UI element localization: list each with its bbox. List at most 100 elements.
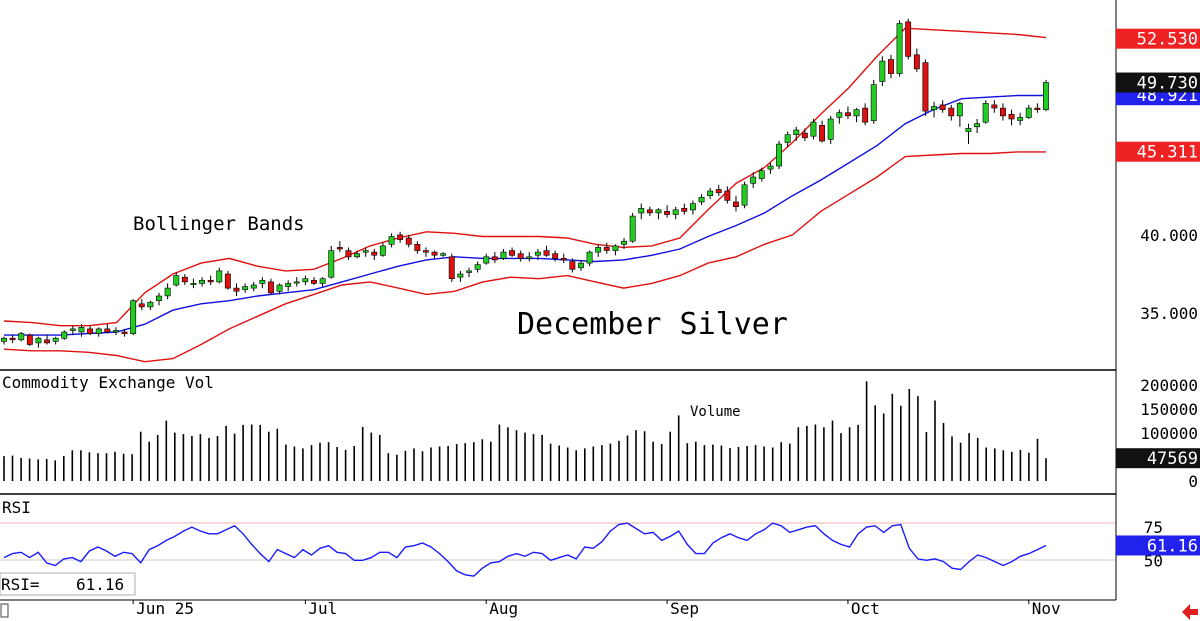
candle (612, 244, 619, 256)
candle (965, 123, 972, 145)
candle (948, 104, 955, 121)
candle-body (405, 237, 412, 245)
candle-body (448, 256, 455, 279)
volume-series (3, 381, 1047, 481)
candle (784, 131, 791, 148)
candle (216, 267, 223, 284)
candle-body (982, 103, 989, 123)
candle (18, 331, 25, 342)
candle-body (698, 197, 705, 203)
candle-body (474, 264, 481, 270)
candle-body (586, 251, 593, 264)
candle-body (345, 250, 352, 258)
price-tick-label: 40.000 (1140, 226, 1198, 245)
candle (328, 245, 335, 279)
candle-body (870, 84, 877, 121)
candle (810, 119, 817, 140)
candle-body (965, 128, 972, 132)
candle-body (379, 245, 386, 256)
candle-body (569, 261, 576, 270)
candle-body (767, 165, 774, 170)
candle (629, 212, 636, 243)
candle (293, 277, 300, 287)
candle (121, 328, 128, 337)
candle-body (224, 273, 231, 289)
candle-body (810, 121, 817, 137)
candle (681, 203, 688, 215)
candle (870, 79, 877, 124)
candle (224, 270, 231, 290)
candle (388, 233, 395, 248)
date-tick-label: Aug (489, 599, 518, 618)
candle-body (500, 251, 507, 259)
candle-body (328, 250, 335, 278)
candlestick-series (0, 18, 1049, 348)
candle (397, 231, 404, 243)
candle (466, 267, 472, 278)
scroll-left-handle[interactable] (0, 603, 9, 618)
candle (52, 336, 59, 345)
candle-body (181, 276, 188, 283)
candle (371, 248, 378, 260)
candle-body (577, 262, 584, 269)
candle (801, 128, 808, 141)
candle-body (646, 209, 653, 214)
scroll-right-arrow-icon[interactable] (1182, 604, 1198, 620)
candle (405, 234, 412, 248)
candle-body (267, 281, 274, 294)
candle-body (190, 283, 197, 285)
candle (336, 241, 343, 253)
candle-body (939, 104, 946, 110)
candle (440, 252, 447, 257)
candle (61, 330, 68, 340)
candle (672, 206, 679, 220)
candle-body (147, 301, 154, 308)
candle (259, 277, 266, 289)
candle-body (362, 250, 369, 253)
candle-body (732, 201, 739, 207)
candle-body (276, 284, 283, 292)
candle (448, 253, 455, 282)
last-price-tag-value: 49.730 (1137, 74, 1198, 94)
candle-body (629, 215, 636, 242)
candle-body (78, 326, 85, 333)
candle-body (887, 59, 894, 74)
candle (500, 248, 507, 260)
candle (758, 167, 765, 182)
candle-body (1008, 114, 1015, 120)
candle-body (69, 328, 76, 331)
candle-body (319, 278, 326, 284)
candle-body (776, 143, 783, 167)
volume-tick-label: 150000 (1140, 400, 1198, 419)
candle (543, 245, 550, 257)
volume-panel-title: Commodity Exchange Vol (2, 373, 214, 392)
candle-body (974, 123, 981, 128)
candle-body (681, 208, 688, 212)
candle (560, 253, 567, 264)
candle (379, 242, 386, 257)
candle (999, 103, 1006, 121)
candle (354, 250, 360, 259)
candle-body (354, 253, 360, 258)
candle-body (422, 250, 429, 253)
candle-body (689, 203, 696, 211)
candle (285, 280, 292, 292)
candle-body (9, 337, 16, 341)
candle (922, 59, 929, 116)
volume-tick-label: 200000 (1140, 376, 1198, 395)
candle (991, 100, 998, 113)
candle-body (836, 112, 843, 118)
candle (767, 162, 774, 174)
candle-body (896, 23, 903, 74)
candle-body (87, 328, 94, 334)
candle-body (741, 184, 748, 206)
candle-body (242, 286, 249, 291)
candle (517, 250, 524, 262)
bollinger-bands (3, 27, 1047, 363)
candle-body (121, 331, 128, 334)
candle-body (440, 253, 447, 256)
rsi-tick-label: 50 (1144, 551, 1163, 570)
candle-body (35, 337, 42, 344)
candle-body (931, 106, 938, 110)
candle (250, 281, 257, 292)
